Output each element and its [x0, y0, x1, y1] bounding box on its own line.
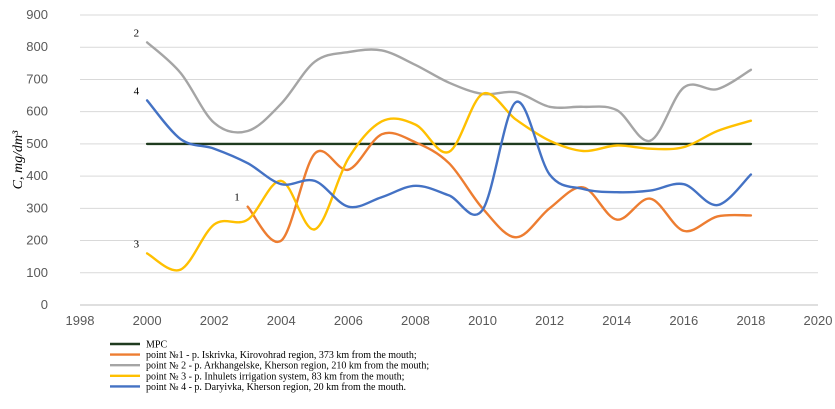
series-line-point-3 — [145, 91, 753, 272]
x-tick-label: 1998 — [66, 313, 95, 328]
y-tick-label: 0 — [41, 297, 48, 312]
series-tag-3: 3 — [134, 238, 140, 250]
y-tick-label: 900 — [26, 7, 48, 22]
legend-entry: point № 4 - p. Daryivka, Kherson region,… — [146, 382, 406, 393]
legend-entry: point №1 - p. Iskrivka, Kirovohrad regio… — [146, 350, 417, 361]
x-tick-label: 2000 — [133, 313, 162, 328]
y-tick-label: 100 — [26, 265, 48, 280]
y-tick-label: 300 — [26, 200, 48, 215]
x-tick-label: 2010 — [468, 313, 497, 328]
x-tick-label: 2014 — [602, 313, 631, 328]
x-tick-label: 2018 — [736, 313, 765, 328]
x-tick-label: 2020 — [804, 313, 833, 328]
y-tick-label: 500 — [26, 136, 48, 151]
y-tick-label: 600 — [26, 104, 48, 119]
series-tag-2: 2 — [134, 27, 140, 39]
series-tag-4: 4 — [134, 85, 140, 97]
legend-entry: point № 3 - p. Inhulets irrigation syste… — [146, 371, 405, 382]
series-line-point-4 — [145, 99, 753, 216]
y-tick-label: 700 — [26, 71, 48, 86]
y-axis-title: C, mg/dm³ — [11, 130, 26, 189]
series-line-point-2 — [145, 41, 753, 142]
y-tick-label: 400 — [26, 168, 48, 183]
x-tick-label: 2012 — [535, 313, 564, 328]
y-tick-label: 200 — [26, 233, 48, 248]
x-tick-label: 2008 — [401, 313, 430, 328]
series-tag-1: 1 — [234, 192, 240, 204]
x-tick-label: 2016 — [669, 313, 698, 328]
legend-entry: point № 2 - p. Arkhangelske, Kherson reg… — [146, 361, 429, 372]
legend-entry: MPC — [146, 340, 167, 351]
series-line-point-1 — [246, 131, 753, 244]
y-tick-label: 800 — [26, 39, 48, 54]
x-tick-label: 2004 — [267, 313, 296, 328]
x-tick-label: 2002 — [200, 313, 229, 328]
x-tick-label: 2006 — [334, 313, 363, 328]
